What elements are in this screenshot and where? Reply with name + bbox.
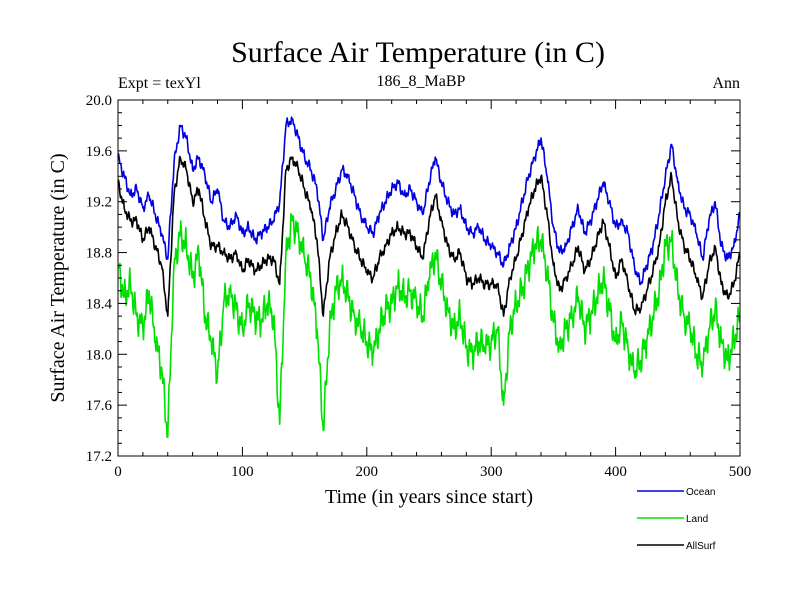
- series-layer: [117, 116, 741, 439]
- chart-subtitle: 186_8_MaBP: [377, 73, 466, 90]
- chart-title: Surface Air Temperature (in C): [231, 36, 605, 69]
- legend-label-ocean: Ocean: [686, 487, 715, 498]
- y-tick-label: 19.6: [86, 144, 113, 160]
- y-tick-label: 20.0: [86, 93, 112, 109]
- x-tick-label: 200: [356, 464, 379, 480]
- ticks-layer: 0 100 200 300 400 500 17.2 17.6 18.0 18.4 18.8 19.2…: [86, 93, 752, 480]
- series-line-allsurf: [117, 155, 741, 317]
- y-axis-label: Surface Air Temperature (in C): [47, 153, 69, 402]
- y-tick-label: 17.2: [86, 449, 112, 465]
- legend-label-land: Land: [686, 514, 708, 525]
- series-line-land: [117, 213, 741, 439]
- y-tick-label: 18.4: [86, 296, 113, 312]
- legend-label-allsurf: AllSurf: [686, 541, 716, 552]
- experiment-label: Expt = texYl: [118, 75, 201, 92]
- x-tick-label: 400: [604, 464, 627, 480]
- y-tick-label: 17.6: [86, 398, 113, 414]
- legend: Ocean Land AllSurf: [637, 487, 716, 552]
- x-axis-label: Time (in years since start): [325, 486, 533, 508]
- season-label: Ann: [712, 75, 740, 92]
- x-tick-label: 0: [114, 464, 122, 480]
- series-line-ocean: [117, 116, 741, 286]
- y-tick-label: 18.0: [86, 347, 112, 363]
- y-tick-label: 18.8: [86, 246, 112, 262]
- x-tick-label: 300: [480, 464, 503, 480]
- y-tick-label: 19.2: [86, 195, 112, 211]
- x-tick-label: 500: [729, 464, 752, 480]
- x-tick-label: 100: [231, 464, 254, 480]
